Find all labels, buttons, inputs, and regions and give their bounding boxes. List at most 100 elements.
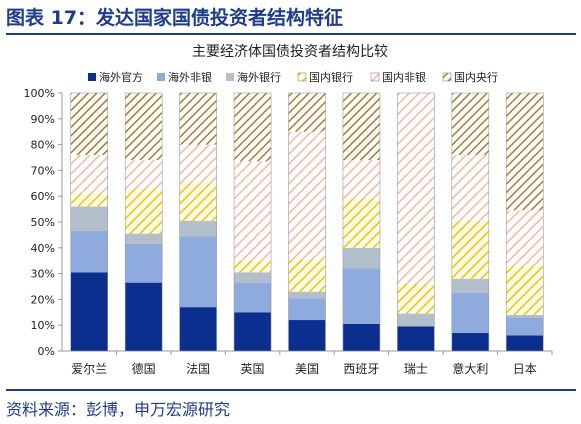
bar-segment-8-4	[506, 210, 544, 266]
bar-segment-5-4	[342, 160, 380, 199]
y-tick-label: 70%	[31, 164, 55, 177]
bar-segment-2-3	[179, 183, 217, 221]
bar-segment-8-3	[506, 265, 544, 315]
bar-segment-3-2	[234, 272, 272, 283]
bar-segment-6-4	[397, 93, 435, 284]
bars	[70, 92, 544, 352]
bar-segment-0-2	[70, 206, 108, 232]
bar-outline-6	[397, 92, 435, 352]
bar-segment-2-2	[179, 220, 217, 237]
bar-segment-3-4	[234, 161, 272, 261]
y-tick-label: 20%	[31, 293, 55, 306]
bar-segment-4-2	[288, 291, 326, 299]
x-tick-label: 意大利	[452, 361, 488, 376]
bar-stack-3	[233, 92, 272, 352]
x-tick-label: 爱尔兰	[71, 361, 107, 376]
bar-segment-5-3	[342, 198, 380, 248]
bar-segment-0-3	[70, 193, 108, 207]
y-tick-label: 10%	[31, 319, 55, 332]
bar-outline-8	[505, 92, 544, 352]
bar-segment-7-0	[451, 332, 489, 351]
bar-outline-2	[179, 92, 217, 352]
y-tick-label: 90%	[31, 113, 55, 126]
bar-outline-4	[288, 92, 326, 352]
bar-segment-0-5	[70, 93, 108, 155]
chart-title: 主要经济体国债投资者结构比较	[192, 44, 388, 60]
bar-segment-5-5	[342, 93, 380, 161]
bar-segment-7-2	[451, 278, 489, 293]
bar-segment-5-1	[342, 268, 380, 324]
legend-label-4: 国内非银	[382, 70, 426, 84]
legend-label-5: 国内央行	[454, 70, 498, 84]
bar-segment-1-1	[125, 243, 163, 283]
bar-segment-8-2	[506, 314, 544, 318]
legend-item-3: 国内银行	[297, 70, 353, 84]
x-tick-label: 日本	[513, 362, 537, 376]
x-tick-label: 德国	[132, 361, 156, 376]
stacked-bar-chart: 主要经济体国债投资者结构比较 海外官方 海外非银 海外银行 国内银行 国内非银 国内央行 …	[24, 44, 553, 376]
axes: 0% 10% 20% 30% 40% 50% 60% 70% 80% 90% 100% 爱尔兰 德国 法国…	[24, 87, 553, 376]
y-tick-label: 30%	[31, 268, 55, 281]
bar-segment-7-1	[451, 292, 489, 333]
x-tick-label: 法国	[186, 362, 210, 376]
bottom-rule	[6, 389, 576, 391]
title-rule	[6, 33, 576, 35]
bar-outline-0	[70, 92, 109, 352]
bar-segment-3-0	[234, 312, 272, 351]
legend-item-1: 海外非银	[157, 70, 212, 84]
y-tick-label: 100%	[24, 87, 55, 100]
y-tick-label: 0%	[38, 345, 55, 358]
figure-title: 图表 17：发达国家国债投资者结构特征	[6, 7, 344, 29]
bar-segment-2-0	[179, 307, 217, 351]
bar-stack-2	[179, 92, 217, 352]
legend-label-3: 国内银行	[309, 70, 353, 84]
bar-segment-6-3	[397, 283, 435, 314]
bar-stack-8	[505, 92, 544, 352]
bar-stack-5	[342, 92, 381, 352]
legend-label-2: 海外银行	[237, 70, 281, 84]
bar-segment-1-0	[125, 282, 163, 351]
y-tick-label: 60%	[31, 190, 55, 203]
bar-segment-6-0	[397, 326, 435, 351]
legend-item-4: 国内非银	[370, 70, 426, 84]
bar-segment-2-1	[179, 236, 217, 308]
bar-segment-5-0	[342, 323, 380, 351]
bar-segment-3-1	[234, 282, 272, 313]
x-tick-label: 英国	[241, 362, 265, 376]
legend-swatch-1	[157, 73, 165, 81]
bar-segment-0-0	[70, 272, 108, 351]
legend-swatch-0	[88, 73, 96, 81]
bar-segment-2-4	[179, 144, 217, 184]
bar-segment-1-2	[125, 233, 163, 244]
bar-outline-1	[124, 92, 163, 352]
bar-segment-4-3	[288, 259, 326, 292]
bar-segment-3-3	[234, 260, 272, 273]
bar-segment-0-4	[70, 154, 108, 194]
legend-swatch-3	[297, 72, 307, 82]
bar-segment-3-5	[234, 93, 272, 162]
bar-segment-1-5	[125, 93, 163, 161]
bar-segment-8-5	[506, 93, 544, 211]
x-tick-label: 西班牙	[343, 362, 379, 376]
bar-segment-4-0	[288, 320, 326, 351]
legend-item-2: 海外银行	[226, 70, 281, 84]
chart-container: 主要经济体国债投资者结构比较 海外官方 海外非银 海外银行 国内银行 国内非银 国内央行 …	[0, 36, 581, 390]
bar-segment-7-5	[451, 93, 489, 155]
bar-stack-4	[288, 92, 326, 352]
bar-stack-7	[451, 92, 490, 352]
y-tick-label: 40%	[31, 242, 55, 255]
bar-segment-6-2	[397, 313, 435, 327]
x-tick-label: 美国	[295, 362, 319, 376]
bar-segment-2-5	[179, 93, 217, 145]
bar-segment-1-4	[125, 160, 163, 189]
bar-segment-1-3	[125, 188, 163, 234]
legend-swatch-5	[442, 72, 452, 82]
legend: 海外官方 海外非银 海外银行 国内银行 国内非银 国内央行	[88, 70, 498, 84]
legend-item-5: 国内央行	[442, 70, 498, 84]
bar-segment-4-4	[288, 131, 326, 260]
source-note: 资料来源：彭博，申万宏源研究	[6, 400, 231, 419]
bar-segment-7-4	[451, 154, 489, 221]
bar-segment-4-5	[288, 93, 326, 132]
x-tick-label: 瑞士	[404, 362, 428, 376]
legend-item-0: 海外官方	[88, 70, 143, 84]
